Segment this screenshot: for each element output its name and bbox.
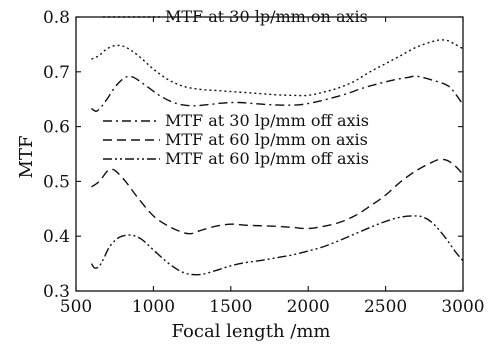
y-axis-title: MTF — [16, 136, 37, 179]
series-60-off-axis-line — [90, 215, 464, 276]
series-60-on-axis-line — [91, 158, 464, 235]
x-tick-label: 3000 — [441, 297, 484, 317]
y-tick-label: 0.3 — [43, 282, 70, 302]
legend-label: MTF at 30 lp/mm off axis — [165, 111, 369, 130]
y-tick-label: 0.7 — [43, 63, 70, 83]
x-axis-title: Focal length /mm — [172, 321, 331, 342]
x-tick-label: 2000 — [287, 297, 330, 317]
x-tick-label: 500 — [60, 297, 92, 317]
x-tick-label: 1500 — [209, 297, 252, 317]
plot-area: 500 1000 1500 2000 2500 3000 0.3 0.4 0.5 0.6 0.7 0.… — [43, 7, 485, 317]
legend-label: MTF at 30 lp/mm on axis — [165, 7, 368, 26]
y-tick-label: 0.4 — [43, 227, 70, 247]
y-tick-label: 0.8 — [43, 8, 70, 28]
legend-label: MTF at 60 lp/mm on axis — [165, 130, 368, 149]
x-tick-label: 2500 — [364, 297, 407, 317]
x-tick-label: 1000 — [132, 297, 175, 317]
plot-frame — [75, 16, 464, 292]
y-tick-label: 0.6 — [43, 118, 70, 138]
y-tick-label: 0.5 — [43, 172, 70, 192]
series-30-off-axis-line — [91, 75, 464, 112]
legend-label: MTF at 60 lp/mm off axis — [165, 149, 369, 168]
